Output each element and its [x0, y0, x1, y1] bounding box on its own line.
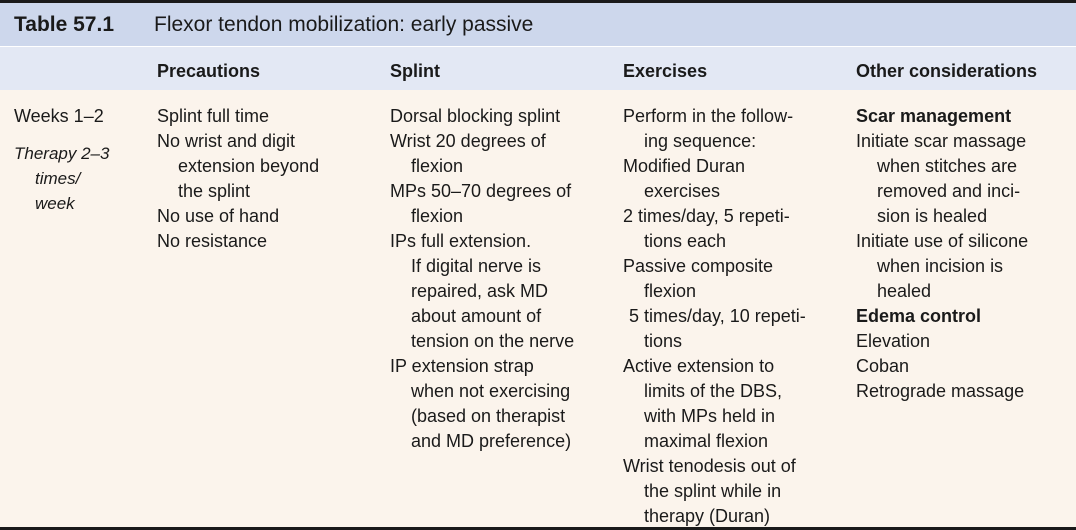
cell-line: and MD preference) — [411, 431, 572, 451]
header-precautions: Precautions — [157, 61, 261, 81]
cell-line: maximal flexion — [644, 431, 769, 451]
cell-line: tension on the nerve — [411, 331, 575, 351]
cell-line: exercises — [644, 181, 721, 201]
cell-line: Passive composite — [623, 256, 774, 276]
cell-line: No use of hand — [157, 206, 280, 226]
section-heading: Scar management — [856, 106, 1012, 126]
cell-line: the splint — [178, 181, 251, 201]
exercises-cell: Perform in the follow-ing sequence: Modif… — [623, 104, 806, 529]
cell-line: Wrist 20 degrees of — [390, 131, 546, 151]
cell-line: about amount of — [411, 306, 542, 326]
cell-line: Coban — [856, 356, 910, 376]
cell-line: sion is healed — [877, 206, 988, 226]
table-body: Weeks 1–2 Therapy 2–3 times/ week Splint… — [0, 90, 1076, 528]
splint-cell: Dorsal blocking splint Wrist 20 degrees o… — [390, 104, 574, 454]
cell-line: (based on therapist — [411, 406, 566, 426]
period-label: Weeks 1–2 — [14, 106, 104, 126]
cell-line: Active extension to — [623, 356, 775, 376]
cell-line: Splint full time — [157, 106, 270, 126]
cell-line: Initiate scar massage — [856, 131, 1027, 151]
cell-line: No resistance — [157, 231, 268, 251]
cell-line: flexion — [644, 281, 697, 301]
cell-line: Elevation — [856, 331, 931, 351]
table-header-row: Precautions Splint Exercises Other consi… — [0, 46, 1076, 90]
cell-line: limits of the DBS, — [644, 381, 783, 401]
cell-line: removed and inci- — [877, 181, 1021, 201]
cell-line: If digital nerve is — [411, 256, 542, 276]
cell-line: Modified Duran — [623, 156, 746, 176]
section-heading: Edema control — [856, 306, 982, 326]
cell-line: No wrist and digit — [157, 131, 296, 151]
header-exercises: Exercises — [623, 61, 708, 81]
therapy-line: week — [35, 194, 75, 213]
header-splint: Splint — [390, 61, 440, 81]
period-cell: Weeks 1–2 Therapy 2–3 times/ week — [14, 104, 109, 216]
precautions-cell: Splint full time No wrist and digit extens… — [157, 104, 319, 254]
cell-line: Retrograde massage — [856, 381, 1025, 401]
cell-line: when incision is — [877, 256, 1004, 276]
cell-line: when stitches are — [877, 156, 1018, 176]
header-other-considerations: Other considerations — [856, 61, 1038, 81]
cell-line: when not exercising — [411, 381, 571, 401]
cell-line: ing sequence: — [644, 131, 757, 151]
cell-line: 5 times/day, 10 repeti- — [629, 306, 806, 326]
cell-line: flexion — [411, 156, 464, 176]
cell-line: repaired, ask MD — [411, 281, 549, 301]
therapy-line: Therapy 2–3 — [14, 144, 110, 163]
cell-line: Dorsal blocking splint — [390, 106, 561, 126]
cell-line: MPs 50–70 degrees of — [390, 181, 572, 201]
cell-line: healed — [877, 281, 932, 301]
cell-line: Initiate use of silicone — [856, 231, 1029, 251]
other-considerations-cell: Scar management Initiate scar massage when… — [856, 104, 1028, 404]
cell-line: Perform in the follow- — [623, 106, 794, 126]
cell-line: IPs full extension. — [390, 231, 532, 251]
table-title: Flexor tendon mobilization: early passiv… — [154, 12, 534, 36]
cell-line: tions — [644, 331, 683, 351]
cell-line: flexion — [411, 206, 464, 226]
cell-line: IP extension strap — [390, 356, 534, 376]
cell-line: therapy (Duran) — [644, 506, 771, 526]
cell-line: 2 times/day, 5 repeti- — [623, 206, 790, 226]
cell-line: tions each — [644, 231, 727, 251]
therapy-line: times/ — [35, 169, 81, 188]
cell-line: Wrist tenodesis out of — [623, 456, 796, 476]
cell-line: with MPs held in — [644, 406, 776, 426]
table-title-bar: Table 57.1 Flexor tendon mobilization: e… — [0, 3, 1076, 46]
table-number: Table 57.1 — [14, 12, 114, 36]
cell-line: the splint while in — [644, 481, 782, 501]
cell-line: extension beyond — [178, 156, 320, 176]
